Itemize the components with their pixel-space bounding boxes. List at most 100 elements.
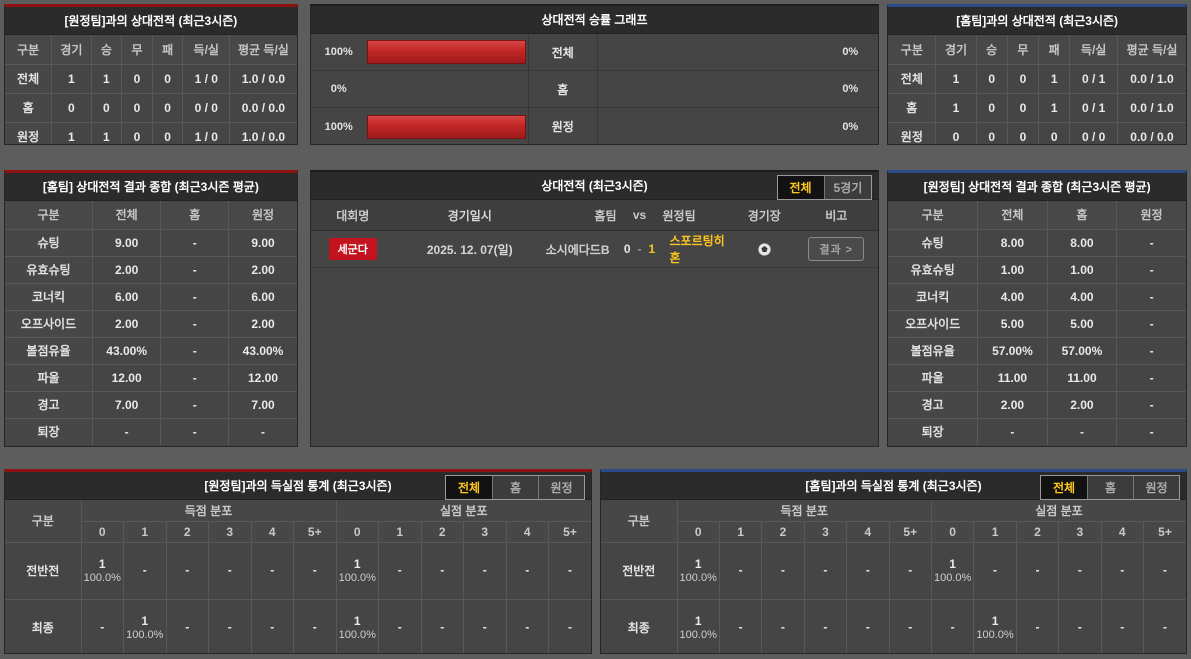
cell: 5.00: [977, 309, 1048, 338]
cell: -: [250, 541, 294, 600]
cell: 2.00: [1046, 390, 1118, 419]
panel-goal-stats-vs-home: [홈팀]과의 득실점 통계 (최근3시즌) 전체 홈 원정 구분 득점 분포 실…: [600, 469, 1187, 654]
cell: 0 / 0: [1069, 121, 1118, 144]
goal-stats-tab-group: 전체 홈 원정: [445, 475, 585, 500]
row-label: 전반전: [601, 541, 678, 600]
cell: -: [548, 541, 591, 600]
tab-away[interactable]: 원정: [538, 476, 584, 499]
cell: -: [505, 598, 549, 653]
goal-distribution-table: 구분 득점 분포 실점 분포 0 1 2 3 4 5+ 0 1 2 3 4 5+ 전반전 1 100.…: [601, 499, 1186, 653]
count-header: 5+: [1142, 520, 1186, 543]
table-row: 홈 1 0 0 1 0 / 1 0.0 / 1.0: [888, 92, 1187, 123]
row-label: 오프사이드: [888, 309, 979, 338]
col-header: 무: [1006, 34, 1040, 65]
table-row: 전반전 1 100.0% - - - - - 1 100.0% - - - - -: [601, 541, 1186, 600]
panel-win-rate-graph: 상대전적 승률 그래프 100% 전체 0% 0% 홈: [309, 4, 880, 145]
result-button[interactable]: 결과 >: [808, 237, 865, 261]
summary-away-table: 구분 전체 홈 원정 슈팅 8.00 8.00- 유효슈팅 1.00 1.00- 코너킥…: [888, 200, 1187, 446]
cell: -: [1116, 228, 1187, 257]
table-header-row: 구분 전체 홈 원정: [4, 200, 297, 230]
count-header: 3: [208, 520, 252, 543]
table-row: 원정 1 1 0 0 1 / 0 1.0 / 0.0: [4, 121, 297, 144]
count-header: 3: [463, 520, 507, 543]
count-header: 5+: [293, 520, 337, 543]
cell: -: [293, 598, 337, 653]
row-label: 최종: [5, 598, 82, 653]
summary-home-table: 구분 전체 홈 원정 슈팅 9.00-9.00 유효슈팅 2.00-2.00 코너킥…: [4, 200, 297, 446]
cell: 1 100.0%: [676, 598, 720, 653]
cell: -: [293, 541, 337, 600]
tab-home[interactable]: 홈: [492, 476, 538, 499]
tab-home[interactable]: 홈: [1087, 476, 1133, 499]
tab-last5[interactable]: 5경기: [823, 176, 872, 199]
cell: -: [1142, 541, 1186, 600]
graph-left-cell: 100%: [311, 34, 528, 70]
col-header-home: 홈팀: [594, 208, 617, 223]
cell: -: [250, 598, 294, 653]
cell: 0: [151, 92, 184, 123]
col-header-match: 홈팀 vs 원정팀: [545, 207, 735, 224]
table-row: 코너킥 6.00-6.00: [4, 282, 297, 311]
league-badge: 세군다: [328, 238, 377, 260]
corner-header: 구분: [5, 499, 82, 543]
cell: 2.00: [228, 255, 297, 284]
count-header: 4: [1100, 520, 1144, 543]
cell: -: [378, 541, 422, 600]
cell: 1 100.0%: [335, 598, 379, 653]
cell: -: [1116, 390, 1187, 419]
panel-title: [홈팀]과의 상대전적 (최근3시즌): [888, 7, 1187, 35]
match-list-tab-group: 전체 5경기: [776, 175, 873, 200]
cell: -: [378, 598, 422, 653]
tab-all[interactable]: 전체: [446, 476, 492, 499]
tab-all[interactable]: 전체: [777, 176, 824, 199]
row-label: 전체: [4, 63, 53, 94]
count-header: 2: [420, 520, 464, 543]
col-header: 원정: [1116, 200, 1187, 230]
cell: -: [1015, 598, 1060, 653]
cell: -: [160, 390, 230, 419]
left-percent-label: 100%: [324, 120, 353, 133]
cell: 1 100.0%: [335, 541, 379, 600]
cell: -: [888, 541, 932, 600]
row-label: 파울: [888, 363, 979, 392]
cell: 6.00: [92, 282, 162, 311]
count-header: 1: [378, 520, 422, 543]
cell: 11.00: [977, 363, 1048, 392]
cell: -: [718, 598, 763, 653]
row-label: 볼점유율: [4, 336, 94, 365]
table-row: 최종 - 1 100.0% - - - - 1 100.0% - - - - -: [5, 598, 591, 653]
cell: -: [208, 541, 252, 600]
cell: 0: [1006, 63, 1040, 94]
table-row: 퇴장 - - -: [888, 417, 1187, 446]
bar-track: [367, 77, 526, 101]
tab-away[interactable]: 원정: [1133, 476, 1179, 499]
count-header: 0: [676, 520, 720, 543]
cell: -: [718, 541, 763, 600]
cell: 9.00: [228, 228, 297, 257]
group-header-row: 구분 득점 분포 실점 분포: [601, 499, 1186, 543]
note-cell: 결과 >: [794, 237, 878, 261]
cell: 1.00: [977, 255, 1048, 284]
col-header: 경기: [935, 34, 977, 65]
col-header-note: 비고: [825, 208, 848, 223]
cell: -: [761, 598, 805, 653]
league-cell: 세군다: [311, 238, 395, 260]
table-row: 슈팅 9.00-9.00: [4, 228, 297, 257]
row-label: 원정: [4, 121, 53, 144]
away-score: 1: [648, 242, 656, 256]
graph-right-cell: 0%: [598, 71, 879, 107]
cell: 12.00: [92, 363, 162, 392]
cell: 0: [151, 121, 184, 144]
h2h-home-table: 구분 경기 승 무 패 득/실 평균 득/실 전체 1 0 0 1 0 / 1 …: [888, 34, 1187, 144]
graph-left-cell: 0%: [311, 71, 528, 107]
cell: 2.00: [228, 309, 297, 338]
tab-all[interactable]: 전체: [1041, 476, 1087, 499]
count-header: 2: [761, 520, 805, 543]
col-header-vs: vs: [632, 208, 647, 222]
cell: -: [123, 541, 167, 600]
cell: 0 / 1: [1069, 92, 1118, 123]
graph-row-label: 전체: [527, 34, 598, 70]
middle-row: [홈팀] 상대전적 결과 종합 (최근3시즌 평균) 구분 전체 홈 원정 슈팅…: [4, 170, 1188, 447]
panel-title: 상대전적 (최근3시즌) 전체 5경기: [310, 172, 879, 200]
match-list-header-row: 대회명 경기일시 홈팀 vs 원정팀 경기장 비고: [310, 200, 879, 231]
